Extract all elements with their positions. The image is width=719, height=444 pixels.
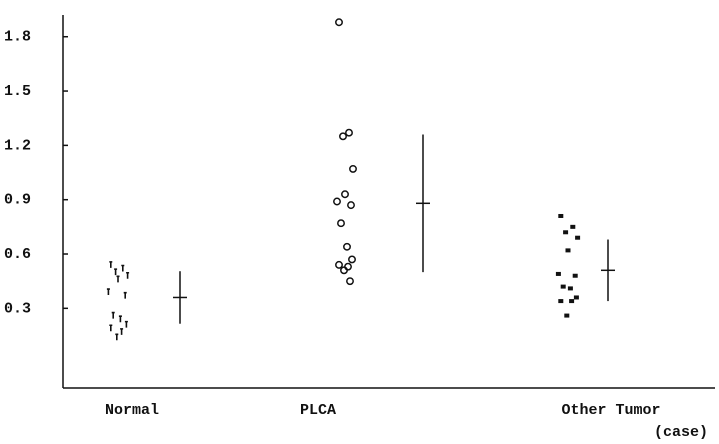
point [111, 311, 115, 319]
y-tick-label: 1.2 [4, 137, 31, 154]
y-tick-label: 0.3 [4, 300, 31, 317]
point [570, 224, 576, 229]
point [573, 295, 579, 300]
point [347, 201, 355, 210]
point [337, 219, 345, 228]
point [346, 277, 354, 286]
point [106, 288, 110, 296]
point [564, 313, 570, 318]
point [349, 164, 357, 173]
point [565, 248, 571, 253]
point [120, 328, 124, 335]
point [567, 286, 573, 291]
point [115, 333, 119, 341]
point [126, 271, 130, 279]
point [124, 320, 128, 328]
point [116, 275, 120, 283]
point [558, 213, 564, 218]
point [555, 271, 561, 276]
point [340, 266, 348, 275]
x-tick-label: PLCA [300, 402, 336, 419]
point [572, 273, 578, 278]
point [123, 291, 127, 299]
y-tick-label: 0.9 [4, 192, 31, 209]
point [339, 132, 347, 141]
x-tick-label: Normal [105, 402, 159, 419]
point [563, 230, 569, 235]
y-tick-label: 1.5 [4, 83, 31, 100]
point [344, 262, 352, 271]
point [333, 197, 341, 206]
x-tick-label: Other Tumor [561, 402, 660, 419]
point [341, 190, 349, 199]
point [560, 284, 566, 289]
point [343, 242, 351, 251]
point [569, 299, 575, 304]
point [121, 264, 125, 272]
point [558, 299, 564, 304]
point [109, 261, 113, 268]
y-tick-label: 0.6 [4, 246, 31, 263]
point [118, 315, 122, 323]
point [345, 128, 353, 137]
point [335, 18, 343, 27]
x-axis-label: (case) [654, 424, 708, 441]
point [575, 235, 581, 240]
point [109, 324, 113, 332]
point [348, 255, 356, 264]
point [114, 268, 118, 276]
point [335, 260, 343, 269]
y-tick-label: 1.8 [4, 29, 31, 46]
